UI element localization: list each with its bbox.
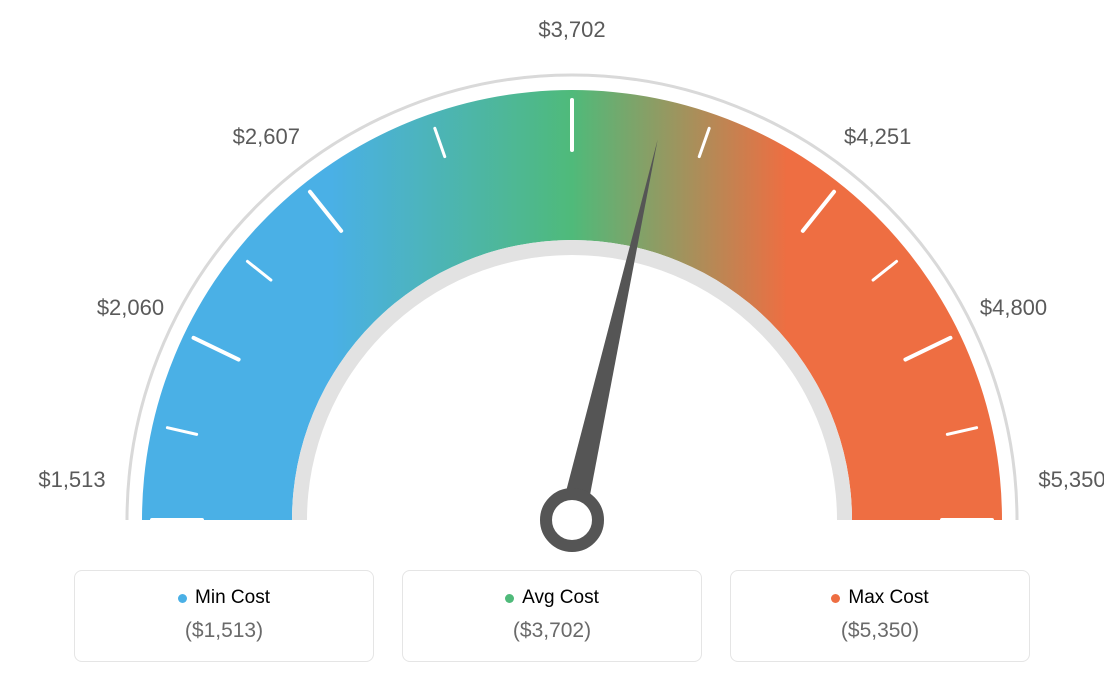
legend-title-max: Max Cost [831, 587, 928, 609]
dot-icon [178, 594, 187, 603]
cost-gauge-widget: $1,513 $2,060 $2,607 $3,702 $4,251 $4,800 $5,3… [0, 0, 1104, 690]
scale-label: $3,702 [538, 17, 605, 43]
gauge-area: $1,513$2,060$2,607$3,702$4,251$4,800$5,3… [20, 20, 1084, 560]
legend-label-avg: Avg Cost [522, 587, 599, 609]
legend-card-max: Max Cost ($5,350) [730, 570, 1030, 662]
legend-label-max: Max Cost [848, 587, 928, 609]
scale-label: $4,251 [844, 124, 911, 150]
legend-card-avg: Avg Cost ($3,702) [402, 570, 702, 662]
scale-label: $5,350 [1038, 467, 1104, 493]
gauge-svg [20, 20, 1104, 560]
legend-value-min: ($1,513) [95, 619, 353, 643]
legend-label-min: Min Cost [195, 587, 270, 609]
legend-row: Min Cost ($1,513) Avg Cost ($3,702) Max … [20, 570, 1084, 662]
scale-label: $4,800 [980, 295, 1047, 321]
legend-value-avg: ($3,702) [423, 619, 681, 643]
legend-title-avg: Avg Cost [505, 587, 599, 609]
legend-value-max: ($5,350) [751, 619, 1009, 643]
scale-label: $2,060 [97, 295, 164, 321]
legend-title-min: Min Cost [178, 587, 270, 609]
scale-label: $1,513 [38, 467, 105, 493]
dot-icon [505, 594, 514, 603]
scale-label: $2,607 [233, 124, 300, 150]
dot-icon [831, 594, 840, 603]
legend-card-min: Min Cost ($1,513) [74, 570, 374, 662]
